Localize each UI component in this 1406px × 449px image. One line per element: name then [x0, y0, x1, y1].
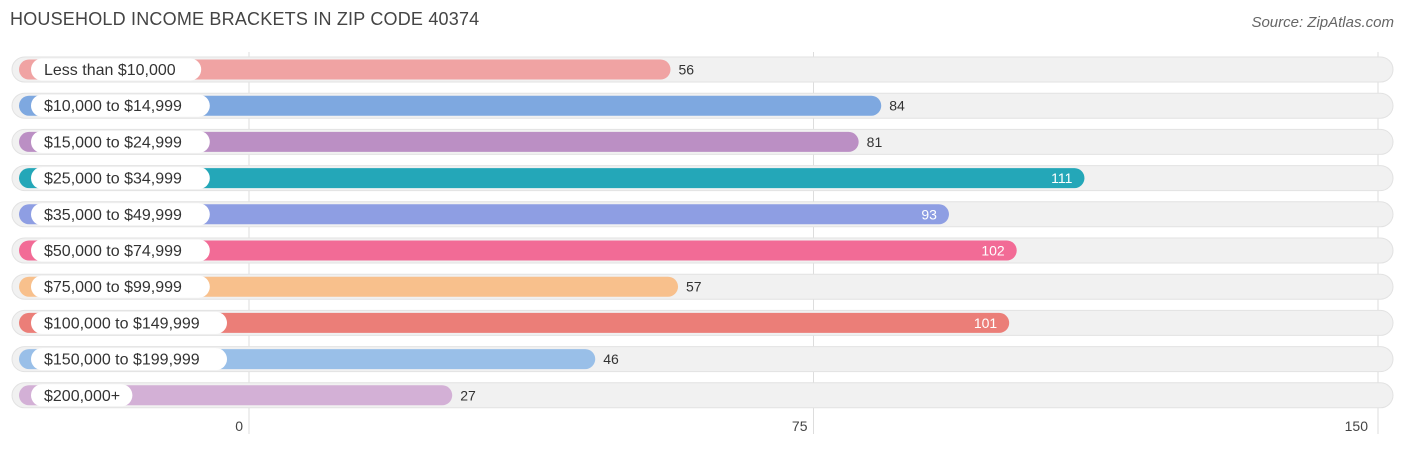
category-label: $15,000 to $24,999 [44, 134, 182, 151]
value-label: 111 [1051, 170, 1072, 186]
bar [19, 131, 859, 152]
category-label: $75,000 to $99,999 [44, 279, 182, 296]
x-tick-label: 0 [235, 418, 243, 434]
category-pill [31, 94, 210, 117]
bar-row: $100,000 to $149,999 101 [11, 309, 1394, 336]
category-pill [31, 130, 210, 153]
category-label: $35,000 to $49,999 [44, 207, 182, 224]
category-label: $100,000 to $149,999 [44, 315, 200, 332]
value-label: 84 [889, 98, 905, 114]
category-pill [31, 203, 210, 226]
value-label: 27 [460, 387, 476, 403]
x-tick-label: 75 [792, 418, 808, 434]
x-tick-label: 150 [1345, 418, 1369, 434]
category-label: $50,000 to $74,999 [44, 243, 182, 260]
value-label: 101 [974, 315, 998, 331]
value-label: 56 [678, 62, 694, 78]
category-label: $25,000 to $34,999 [44, 171, 182, 188]
value-label: 93 [921, 206, 937, 222]
category-pill [31, 384, 133, 407]
category-pill [31, 239, 210, 262]
value-label: 46 [603, 351, 619, 367]
category-label: $150,000 to $199,999 [44, 352, 200, 369]
value-label: 102 [981, 243, 1005, 259]
category-pill [31, 58, 202, 81]
bar-row: $25,000 to $34,999 111 [11, 165, 1394, 192]
bar [19, 240, 1017, 261]
category-label: Less than $10,000 [44, 62, 176, 79]
bar [19, 204, 949, 225]
category-label: $10,000 to $14,999 [44, 98, 182, 115]
category-pill [31, 311, 227, 334]
bar-row: $75,000 to $99,999 57 [11, 273, 1394, 300]
value-label: 81 [867, 134, 883, 150]
bar [19, 95, 882, 116]
bar [19, 312, 1010, 333]
bar-row: $50,000 to $74,999 102 [11, 237, 1394, 264]
source-label: Source: ZipAtlas.com [1251, 14, 1394, 31]
bar-row: $10,000 to $14,999 84 [11, 92, 1394, 119]
value-label: 57 [686, 279, 702, 295]
category-pill [31, 348, 227, 371]
category-pill [31, 167, 210, 190]
bar-row: Less than $10,000 56 [11, 56, 1394, 83]
bar-row: $15,000 to $24,999 81 [11, 128, 1394, 155]
chart-title: HOUSEHOLD INCOME BRACKETS IN ZIP CODE 40… [10, 9, 480, 29]
bar-row: $200,000+ 27 [11, 382, 1394, 409]
category-label: $200,000+ [44, 388, 120, 405]
bar [19, 168, 1085, 189]
bar-row: $35,000 to $49,999 93 [11, 201, 1394, 228]
category-pill [31, 275, 210, 298]
bar-row: $150,000 to $199,999 46 [11, 346, 1394, 373]
